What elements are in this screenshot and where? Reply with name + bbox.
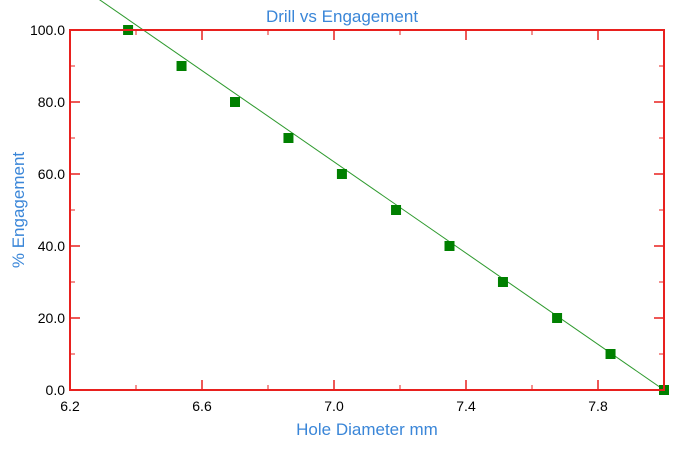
x-tick-label: 6.6 [192,398,212,414]
data-point [605,349,616,359]
x-tick-label: 6.2 [60,398,80,414]
data-point [497,277,508,287]
y-tick-label: 20.0 [38,310,65,326]
data-point [283,133,294,143]
y-tick-label: 0.0 [46,382,66,398]
data-point [444,241,455,251]
x-tick-label: 7.8 [588,398,608,414]
x-axis-ticks: 6.2 6.6 7.0 7.4 7.8 [60,30,608,414]
y-tick-label: 60.0 [38,166,65,182]
y-tick-label: 80.0 [38,94,65,110]
y-axis-ticks: 0.0 20.0 40.0 60.0 80.0 100.0 [30,22,664,398]
y-axis-label: % Engagement [9,152,28,269]
chart-title: Drill vs Engagement [266,7,418,26]
y-tick-label: 40.0 [38,238,65,254]
data-point [176,61,187,71]
x-tick-label: 7.0 [324,398,344,414]
x-tick-label: 7.4 [456,398,476,414]
y-tick-label: 100.0 [30,22,65,38]
fit-line-layer [99,0,665,391]
plot-frame [69,29,665,391]
x-axis-label: Hole Diameter mm [296,420,438,439]
fit-line [99,0,665,391]
data-point [552,313,563,323]
data-point [230,97,240,107]
data-point [391,205,402,215]
marker-layer [123,25,669,395]
data-point [336,169,347,179]
